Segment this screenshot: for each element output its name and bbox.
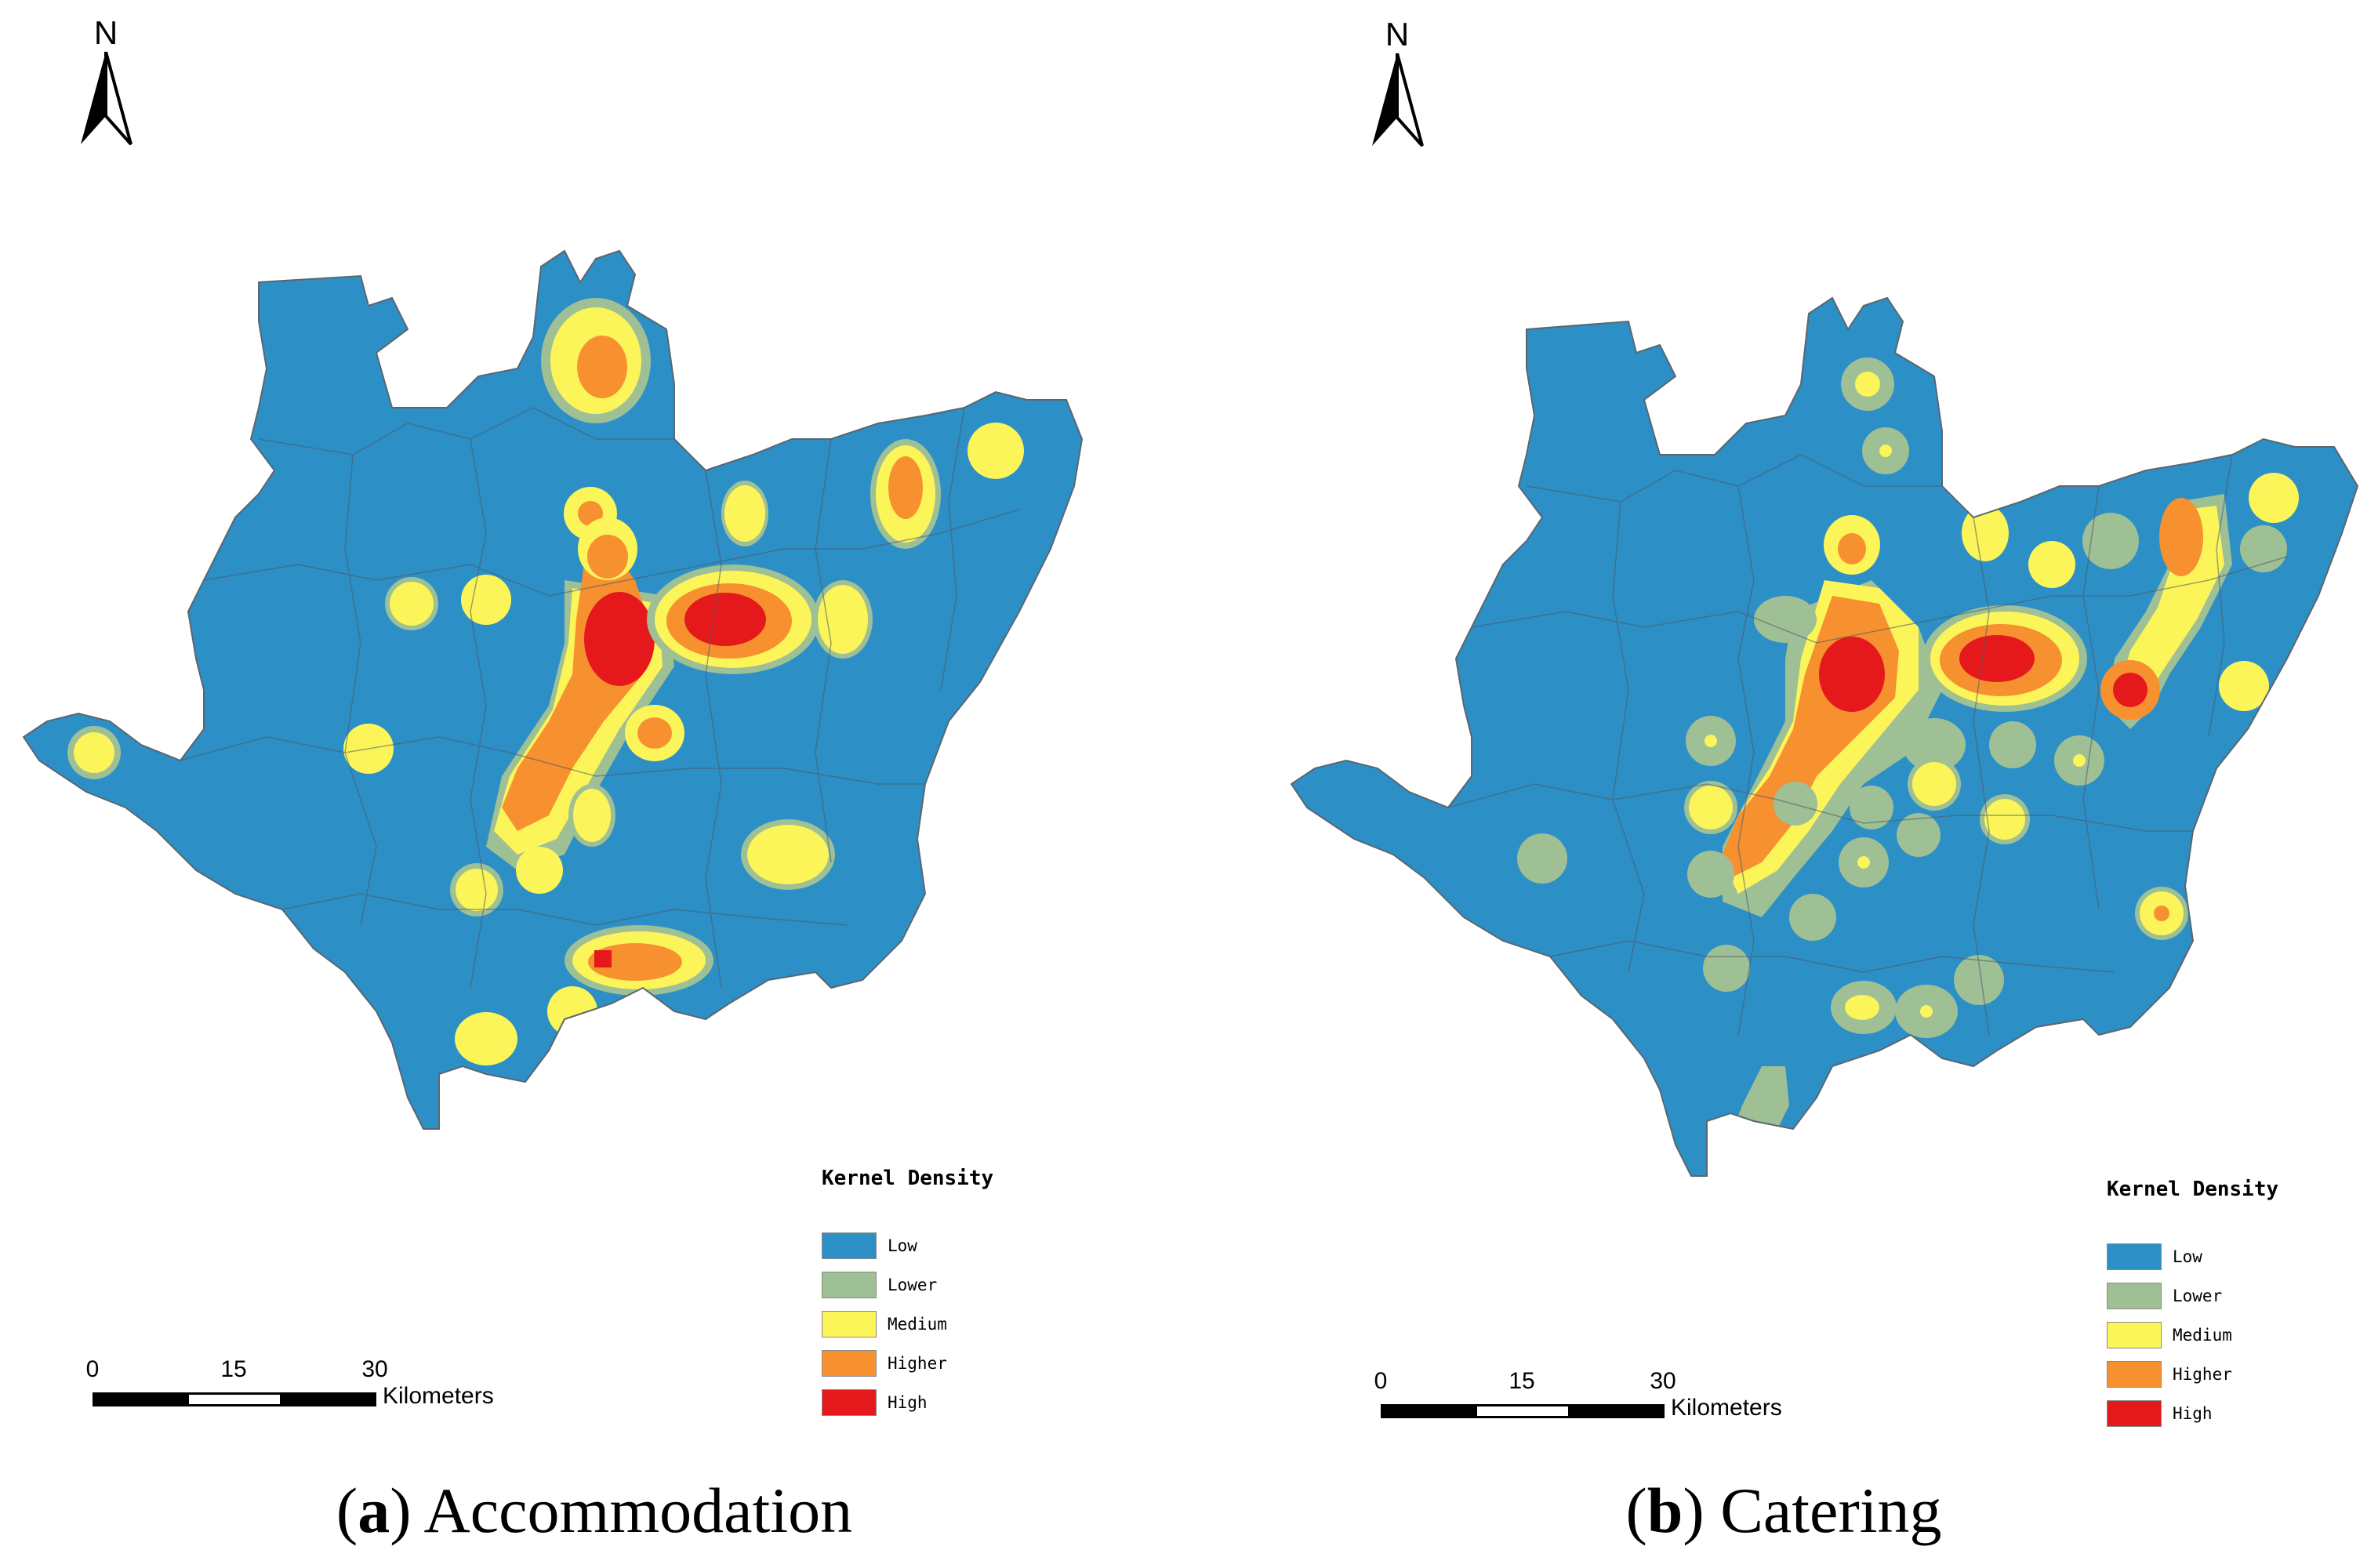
scale-tick: 30: [1650, 1368, 1676, 1394]
scale-tick: 15: [1508, 1368, 1535, 1394]
legend-swatch: [822, 1350, 877, 1377]
legend-swatch: [2107, 1243, 2162, 1270]
legend-swatch: [822, 1232, 877, 1259]
legend-label: Medium: [2173, 1326, 2232, 1345]
legend-title: Kernel Density: [822, 1167, 994, 1190]
district-boundaries: [1447, 454, 2288, 1036]
north-arrow-icon: N: [74, 14, 137, 146]
legend-title: Kernel Density: [2107, 1178, 2279, 1201]
legend-swatch: [2107, 1283, 2162, 1309]
scale-segment: [1475, 1404, 1570, 1418]
scale-segment: [1569, 1404, 1665, 1418]
scale-tick: 0: [85, 1356, 100, 1382]
map-panel-catering: N Kernel Density Low Lower Medium Higher…: [1189, 0, 2378, 1568]
north-arrow-icon: N: [1366, 16, 1429, 147]
density-hotspots: [67, 298, 1024, 1065]
legend: Kernel Density Low Lower Medium Higher H…: [2107, 1178, 2278, 1433]
legend-swatch: [822, 1272, 877, 1298]
north-label: N: [93, 14, 118, 51]
legend-label: Lower: [2173, 1287, 2223, 1305]
legend-item-high: High: [822, 1383, 993, 1422]
legend-label: Higher: [2173, 1365, 2232, 1384]
legend-item-medium: Medium: [2107, 1316, 2278, 1355]
district-boundaries: [180, 407, 1020, 989]
kernel-density-map: [22, 249, 1084, 1130]
scale-unit: Kilometers: [1671, 1395, 1782, 1421]
caption-title: Catering: [1720, 1475, 1942, 1546]
figure-caption: (a) Accommodation: [336, 1475, 853, 1546]
legend-item-higher: Higher: [822, 1344, 993, 1383]
legend-label: High: [888, 1393, 928, 1412]
legend-swatch: [822, 1311, 877, 1338]
scale-bar: 0 15 30 Kilometers: [85, 1356, 494, 1443]
legend-item-lower: Lower: [822, 1265, 993, 1305]
legend-label: Higher: [888, 1354, 947, 1373]
region-outline: [22, 249, 1084, 1130]
legend-label: Low: [2173, 1247, 2202, 1266]
legend-swatch: [2107, 1400, 2162, 1427]
legend-swatch: [2107, 1322, 2162, 1348]
legend-swatch: [2107, 1361, 2162, 1388]
density-hotspots: [1517, 358, 2299, 1152]
caption-title: Accommodation: [423, 1475, 853, 1546]
caption-letter: b: [1646, 1475, 1683, 1546]
scale-tick: 0: [1374, 1368, 1388, 1394]
legend-item-high: High: [2107, 1394, 2278, 1433]
legend-item-low: Low: [822, 1226, 993, 1265]
scale-unit: Kilometers: [383, 1383, 494, 1409]
map-panel-accommodation: N Kernel Density Low Lower Medium Higher…: [22, 14, 1084, 1546]
legend-item-low: Low: [2107, 1237, 2278, 1276]
caption-letter: a: [358, 1475, 390, 1546]
legend-label: Low: [888, 1236, 917, 1255]
figure-caption: (b) Catering: [1625, 1475, 1942, 1546]
region-outline: [1290, 296, 2359, 1177]
legend-item-lower: Lower: [2107, 1276, 2278, 1316]
north-label: N: [1385, 16, 1410, 53]
scale-bar: 0 15 30 Kilometers: [1374, 1368, 1782, 1454]
legend-label: Lower: [888, 1276, 938, 1294]
legend-item-medium: Medium: [822, 1305, 993, 1344]
scale-tick: 15: [220, 1356, 247, 1382]
legend: Kernel Density Low Lower Medium Higher H…: [822, 1167, 993, 1422]
scale-segment: [187, 1392, 282, 1406]
kernel-density-map: [1290, 296, 2359, 1177]
legend-item-higher: Higher: [2107, 1355, 2278, 1394]
legend-label: High: [2173, 1404, 2213, 1423]
scale-segment: [1381, 1404, 1476, 1418]
legend-swatch: [822, 1389, 877, 1416]
scale-segment: [93, 1392, 188, 1406]
scale-segment: [281, 1392, 376, 1406]
legend-label: Medium: [888, 1315, 947, 1334]
scale-tick: 30: [361, 1356, 388, 1382]
